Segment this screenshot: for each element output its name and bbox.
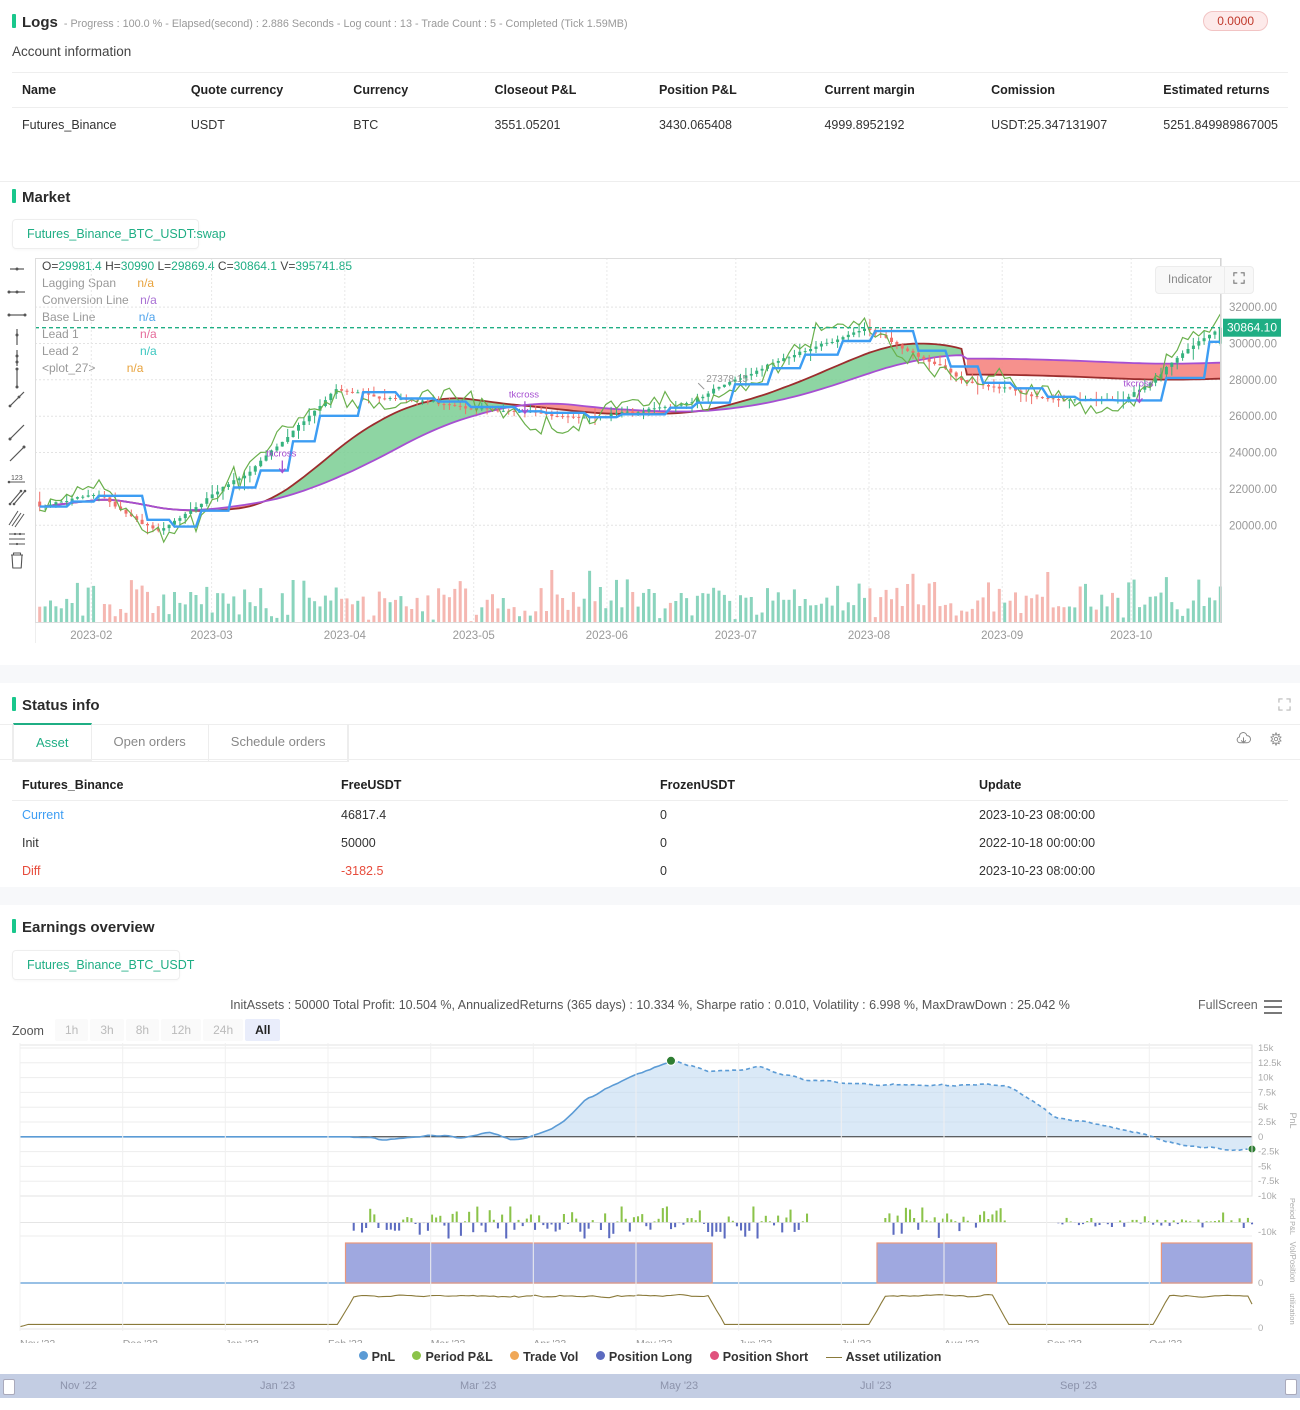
svg-text:7.5k: 7.5k	[1258, 1087, 1276, 1098]
svg-text:20000.00: 20000.00	[1229, 520, 1277, 532]
svg-text:Jul '23: Jul '23	[841, 1338, 871, 1343]
svg-text:2023-04: 2023-04	[324, 630, 367, 642]
svg-text:Feb '23: Feb '23	[328, 1338, 363, 1343]
svg-text:Oct '23: Oct '23	[1149, 1338, 1182, 1343]
svg-text:123: 123	[11, 475, 23, 482]
svg-text:15k: 15k	[1258, 1043, 1274, 1054]
svg-text:Mar '23: Mar '23	[431, 1338, 466, 1343]
svg-text:Sep '23: Sep '23	[1047, 1338, 1082, 1343]
svg-text:Aug '23: Aug '23	[944, 1338, 979, 1343]
svg-text:26000.00: 26000.00	[1229, 411, 1277, 423]
svg-text:2023-06: 2023-06	[586, 630, 628, 642]
svg-text:0: 0	[1258, 1323, 1263, 1334]
svg-text:Jun '23: Jun '23	[739, 1338, 773, 1343]
svg-text:0: 0	[1258, 1132, 1263, 1143]
svg-text:0: 0	[1258, 1278, 1263, 1289]
svg-text:Vol/Position: Vol/Position	[1288, 1242, 1297, 1283]
svg-text:2.5k: 2.5k	[1258, 1117, 1276, 1128]
svg-text:PnL: PnL	[1288, 1112, 1298, 1128]
svg-text:Jan '23: Jan '23	[225, 1338, 259, 1343]
svg-text:10k: 10k	[1258, 1073, 1274, 1084]
svg-text:-2.5k: -2.5k	[1258, 1147, 1279, 1158]
svg-text:-7.5k: -7.5k	[1258, 1176, 1279, 1187]
svg-text:2023-08: 2023-08	[848, 630, 890, 642]
svg-text:2023-07: 2023-07	[715, 630, 757, 642]
svg-text:-5k: -5k	[1258, 1161, 1271, 1172]
svg-text:tkcross: tkcross	[1123, 378, 1153, 389]
svg-text:-10k: -10k	[1258, 1227, 1277, 1238]
svg-text:May '23: May '23	[636, 1338, 673, 1343]
svg-text:5k: 5k	[1258, 1102, 1268, 1113]
svg-text:Dec '22: Dec '22	[123, 1338, 158, 1343]
svg-text:2023-05: 2023-05	[453, 630, 495, 642]
svg-text:30000.00: 30000.00	[1229, 339, 1277, 351]
svg-text:12.5k: 12.5k	[1258, 1058, 1281, 1069]
svg-text:30864.10: 30864.10	[1227, 321, 1277, 335]
svg-text:22000.00: 22000.00	[1229, 484, 1277, 496]
svg-text:Apr '23: Apr '23	[533, 1338, 566, 1343]
svg-text:24000.00: 24000.00	[1229, 448, 1277, 460]
svg-text:28000.00: 28000.00	[1229, 375, 1277, 387]
svg-text:2023-03: 2023-03	[190, 630, 232, 642]
svg-text:-10k: -10k	[1258, 1191, 1277, 1202]
svg-text:2023-09: 2023-09	[981, 630, 1023, 642]
svg-text:2023-02: 2023-02	[70, 630, 112, 642]
svg-text:Nov '22: Nov '22	[20, 1338, 55, 1343]
svg-text:tkcross: tkcross	[509, 389, 539, 400]
svg-text:32000.00: 32000.00	[1229, 302, 1277, 314]
svg-text:tkcross: tkcross	[266, 449, 296, 460]
svg-text:2023-10: 2023-10	[1110, 630, 1152, 642]
svg-text:utilization: utilization	[1288, 1293, 1297, 1324]
svg-text:27378.15: 27378.15	[706, 374, 748, 385]
svg-text:Period P&L: Period P&L	[1288, 1198, 1297, 1235]
